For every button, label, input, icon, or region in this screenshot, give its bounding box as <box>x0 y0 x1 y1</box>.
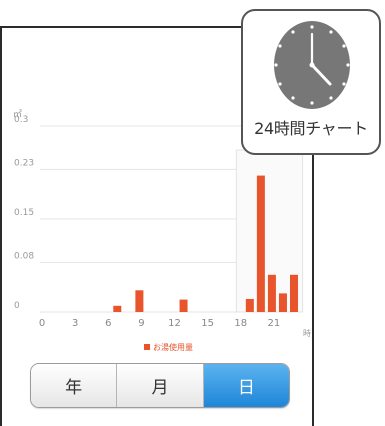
bar-hour-7 <box>113 305 122 312</box>
x-tick-labels: 0 3 6 9 12 15 18 21 <box>39 318 280 329</box>
clock-icon <box>274 21 350 109</box>
legend-label: お湯使用量 <box>153 342 193 352</box>
y-tick-label: 0.15 <box>14 208 34 218</box>
y-tick-label: 0 <box>14 301 20 311</box>
bar-hour-23 <box>290 274 298 312</box>
usage-bar-chart: 0 0.08 0.15 0.23 0.3 0 3 6 9 12 15 18 21 ㎥ 時 お湯使用量 <box>13 109 311 352</box>
chart-24h-label: 24時間チャート <box>254 119 368 138</box>
bar-hour-22 <box>278 293 287 312</box>
bars <box>113 175 298 312</box>
segment-month[interactable]: 月 <box>117 364 204 407</box>
x-tick-label: 21 <box>268 318 281 329</box>
segment-day[interactable]: 日 <box>203 364 289 407</box>
x-tick-label: 18 <box>234 318 247 329</box>
x-tick-label: 9 <box>138 318 144 329</box>
chart-24h-callout: 24時間チャート <box>241 9 381 155</box>
y-tick-label: 0.23 <box>14 158 34 168</box>
legend-swatch <box>144 344 150 350</box>
x-tick-label: 12 <box>168 318 181 329</box>
y-unit-label: ㎥ <box>13 109 22 120</box>
y-tick-label: 0.3 <box>14 115 28 125</box>
bar-hour-9 <box>135 290 144 312</box>
x-tick-label: 3 <box>72 318 78 329</box>
bar-hour-21 <box>267 274 276 312</box>
segment-year[interactable]: 年 <box>31 364 118 407</box>
y-tick-labels: 0 0.08 0.15 0.23 0.3 <box>14 115 34 311</box>
x-tick-label: 0 <box>39 318 45 329</box>
chart-area: 0 0.08 0.15 0.23 0.3 0 3 6 9 12 15 18 21 ㎥ 時 お湯使用量 <box>2 28 316 358</box>
y-tick-label: 0.08 <box>14 251 34 261</box>
bar-hour-19 <box>245 298 254 312</box>
x-tick-label: 15 <box>201 318 214 329</box>
bar-hour-20 <box>256 175 265 312</box>
legend: お湯使用量 <box>144 342 193 352</box>
bar-hour-13 <box>179 299 188 312</box>
x-unit-label: 時 <box>303 329 311 338</box>
x-tick-label: 6 <box>105 318 111 329</box>
period-segmented-control: 年 月 日 <box>30 363 290 408</box>
